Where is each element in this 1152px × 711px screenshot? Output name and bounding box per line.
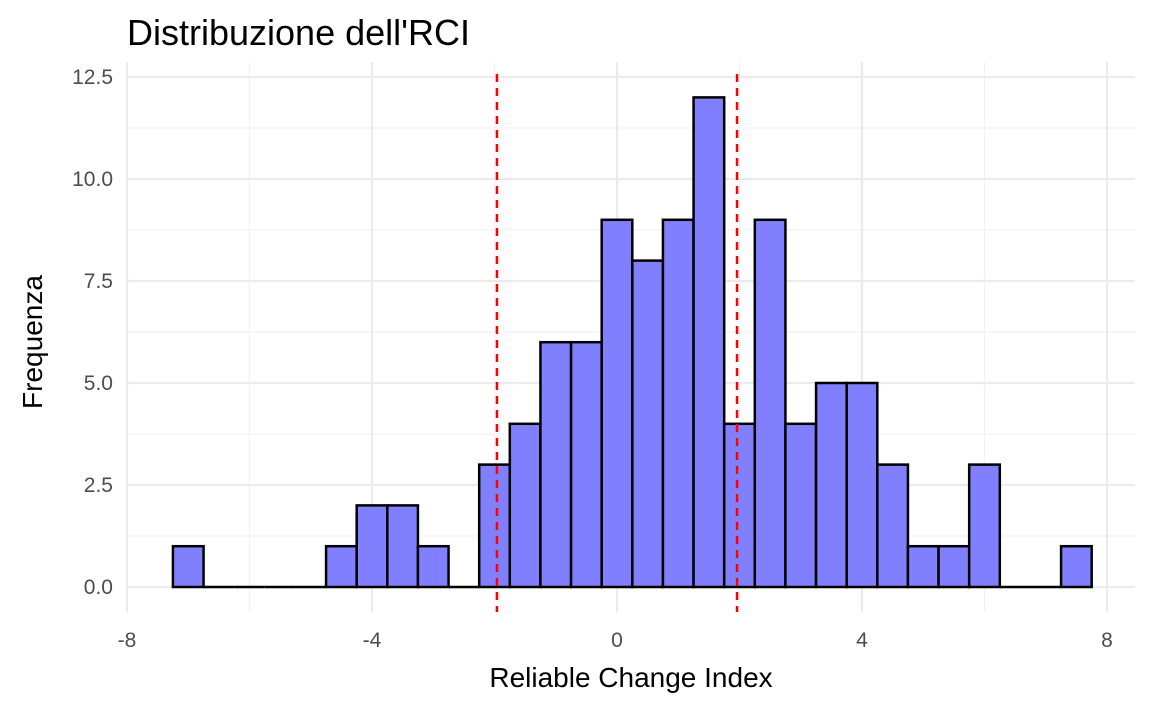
histogram-bar	[722, 422, 757, 589]
y-tick-label: 2.5	[84, 474, 113, 497]
histogram-bar	[539, 340, 573, 589]
x-tick-label: 8	[1101, 629, 1113, 652]
histogram-bar	[661, 218, 695, 589]
histogram-bar	[631, 259, 665, 589]
histogram-bars	[171, 96, 1093, 589]
histogram-bar	[692, 96, 726, 589]
chart-title: Distribuzione dell'RCI	[127, 12, 471, 53]
x-tick-label: -4	[363, 629, 382, 652]
x-axis-title: Reliable Change Index	[489, 662, 772, 693]
histogram-bar	[845, 381, 879, 589]
histogram-bar	[355, 504, 389, 589]
histogram-bar	[906, 544, 940, 589]
y-tick-label: 0.0	[84, 576, 113, 599]
y-tick-label: 12.5	[72, 66, 113, 89]
histogram-bar	[324, 544, 358, 589]
histogram-bar	[171, 544, 205, 589]
y-axis-title: Frequenza	[17, 275, 48, 409]
histogram-bar	[784, 422, 818, 589]
histogram-bar	[937, 544, 971, 589]
x-tick-label: 4	[856, 629, 868, 652]
y-tick-label: 10.0	[72, 168, 113, 191]
histogram-bar	[569, 340, 603, 589]
histogram-bar	[477, 463, 512, 589]
histogram-bar	[876, 463, 910, 589]
histogram-bar	[1059, 544, 1093, 589]
x-tick-label: 0	[611, 629, 623, 652]
x-tick-label: -8	[118, 629, 137, 652]
histogram-bar	[508, 422, 542, 589]
histogram-bar	[386, 504, 420, 589]
histogram-bar	[814, 381, 848, 589]
x-axis-tick-labels: -8 -4 0 4 8	[118, 629, 1113, 652]
y-axis-tick-labels: 0.0 2.5 5.0 7.5 10.0 12.5	[72, 66, 113, 599]
y-tick-label: 5.0	[84, 372, 113, 395]
histogram-bar	[753, 218, 787, 589]
histogram-bar	[600, 218, 634, 589]
y-tick-label: 7.5	[84, 270, 113, 293]
histogram-bar	[416, 544, 450, 589]
histogram-bar	[967, 463, 1002, 589]
reference-lines	[495, 74, 739, 612]
